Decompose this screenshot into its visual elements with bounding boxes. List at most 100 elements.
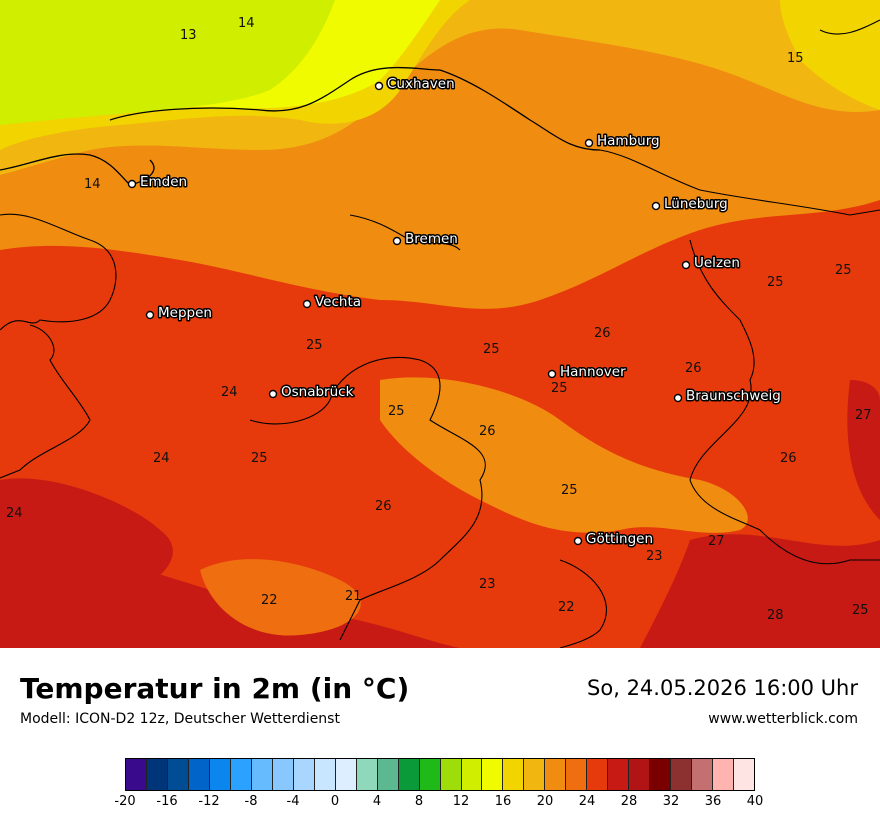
value-label: 26 — [375, 499, 392, 514]
legend-swatch — [545, 759, 567, 790]
city-dot-uelzen — [681, 260, 691, 270]
legend-swatch — [230, 759, 252, 790]
value-label: 24 — [153, 451, 170, 466]
legend-swatch — [335, 759, 357, 790]
value-label: 25 — [388, 404, 405, 419]
legend-swatch — [272, 759, 294, 790]
temp-field-18-north-east — [780, 0, 880, 110]
value-label: 25 — [835, 263, 852, 278]
forecast-datetime: So, 24.05.2026 16:00 Uhr — [587, 676, 858, 700]
city-label-cuxhaven: Cuxhaven — [387, 76, 455, 92]
legend-tick-label: 40 — [746, 794, 764, 809]
legend-swatch — [440, 759, 462, 790]
state-border-nrw — [249, 356, 486, 641]
state-border-hesse — [559, 559, 607, 648]
legend-tick-label: -20 — [114, 794, 136, 809]
city-dot-hannover — [547, 369, 557, 379]
value-label: 25 — [852, 603, 869, 618]
legend-tick-label: -4 — [286, 794, 300, 809]
legend-swatch — [692, 759, 714, 790]
city-dot-lueneburg — [651, 201, 661, 211]
city-label-goettingen: Göttingen — [586, 531, 653, 547]
city-dot-goettingen — [573, 536, 583, 546]
map-canvas: Cuxhaven Hamburg Emden Lüneburg Bremen U… — [0, 0, 880, 648]
value-label: 25 — [483, 342, 500, 357]
legend-swatch — [566, 759, 588, 790]
legend-swatch — [146, 759, 168, 790]
city-label-bremen: Bremen — [405, 231, 458, 247]
legend-tick-label: 20 — [536, 794, 554, 809]
model-info: Modell: ICON-D2 12z, Deutscher Wetterdie… — [20, 711, 340, 727]
city-dot-emden — [127, 179, 137, 189]
legend-tick-label: 32 — [662, 794, 680, 809]
value-label: 25 — [251, 451, 268, 466]
state-border-thuringia — [759, 529, 880, 565]
city-label-meppen: Meppen — [158, 305, 212, 321]
temp-field-22-central — [380, 377, 748, 533]
city-label-emden: Emden — [140, 174, 187, 190]
legend-tick-label: 12 — [452, 794, 470, 809]
city-label-hannover: Hannover — [560, 364, 626, 380]
west-border-south — [0, 324, 91, 479]
city-dot-vechta — [302, 299, 312, 309]
city-label-lueneburg: Lüneburg — [664, 196, 728, 212]
legend-tick-label: 0 — [330, 794, 340, 809]
legend-swatch — [503, 759, 525, 790]
legend-swatch — [671, 759, 693, 790]
temp-field-14 — [0, 0, 335, 125]
state-border-east — [689, 239, 761, 531]
footer: Temperatur in 2m (in °C) Modell: ICON-D2… — [0, 648, 880, 830]
value-label: 23 — [479, 577, 496, 592]
city-label-uelzen: Uelzen — [694, 255, 740, 271]
value-label: 28 — [767, 608, 784, 623]
legend-swatch — [377, 759, 399, 790]
legend-swatch — [209, 759, 231, 790]
legend-tick-label: 36 — [704, 794, 722, 809]
value-label: 23 — [646, 549, 663, 564]
value-label: 24 — [6, 506, 23, 521]
city-dot-bremen — [392, 236, 402, 246]
value-label: 26 — [685, 361, 702, 376]
value-label: 22 — [261, 593, 278, 608]
value-label: 26 — [780, 451, 797, 466]
legend-swatch — [629, 759, 651, 790]
legend-tick-label: 16 — [494, 794, 512, 809]
website-link[interactable]: www.wetterblick.com — [708, 711, 858, 727]
legend-swatch — [314, 759, 336, 790]
elbe-estuary — [439, 69, 601, 151]
legend-swatch — [650, 759, 672, 790]
city-dot-meppen — [145, 310, 155, 320]
legend-swatch — [734, 759, 755, 790]
legend-swatch — [419, 759, 441, 790]
legend-ticks: -20 -16 -12 -8 -4 0 4 8 12 16 20 24 28 32 36 40 — [0, 794, 880, 814]
legend-swatch — [126, 759, 147, 790]
city-dot-hamburg — [584, 138, 594, 148]
coastline — [0, 66, 441, 186]
value-label: 27 — [708, 534, 725, 549]
value-labels: 13 14 15 14 25 25 26 25 26 25 24 25 27 2… — [6, 16, 872, 623]
value-label: 27 — [855, 408, 872, 423]
temp-field-27-south-east — [640, 534, 880, 648]
value-label: 25 — [306, 338, 323, 353]
value-label: 14 — [84, 177, 101, 192]
legend-swatch — [713, 759, 735, 790]
temperature-map: Cuxhaven Hamburg Emden Lüneburg Bremen U… — [0, 0, 880, 648]
value-label: 26 — [479, 424, 496, 439]
legend-swatch — [524, 759, 546, 790]
city-label-hamburg: Hamburg — [597, 133, 660, 149]
elbe-river — [599, 149, 880, 216]
bremen-border — [349, 214, 461, 251]
legend-tick-label: 4 — [372, 794, 382, 809]
city-dot-osnabrueck — [268, 389, 278, 399]
legend-swatch — [188, 759, 210, 790]
legend-swatch — [356, 759, 378, 790]
city-markers: Cuxhaven Hamburg Emden Lüneburg Bremen U… — [127, 75, 782, 549]
value-label: 22 — [558, 600, 575, 615]
temp-field-23-south — [200, 559, 361, 636]
color-legend — [125, 758, 755, 791]
legend-swatch — [293, 759, 315, 790]
legend-swatch — [608, 759, 630, 790]
value-label: 25 — [561, 483, 578, 498]
city-label-braunschweig: Braunschweig — [686, 388, 781, 404]
legend-swatch — [587, 759, 609, 790]
